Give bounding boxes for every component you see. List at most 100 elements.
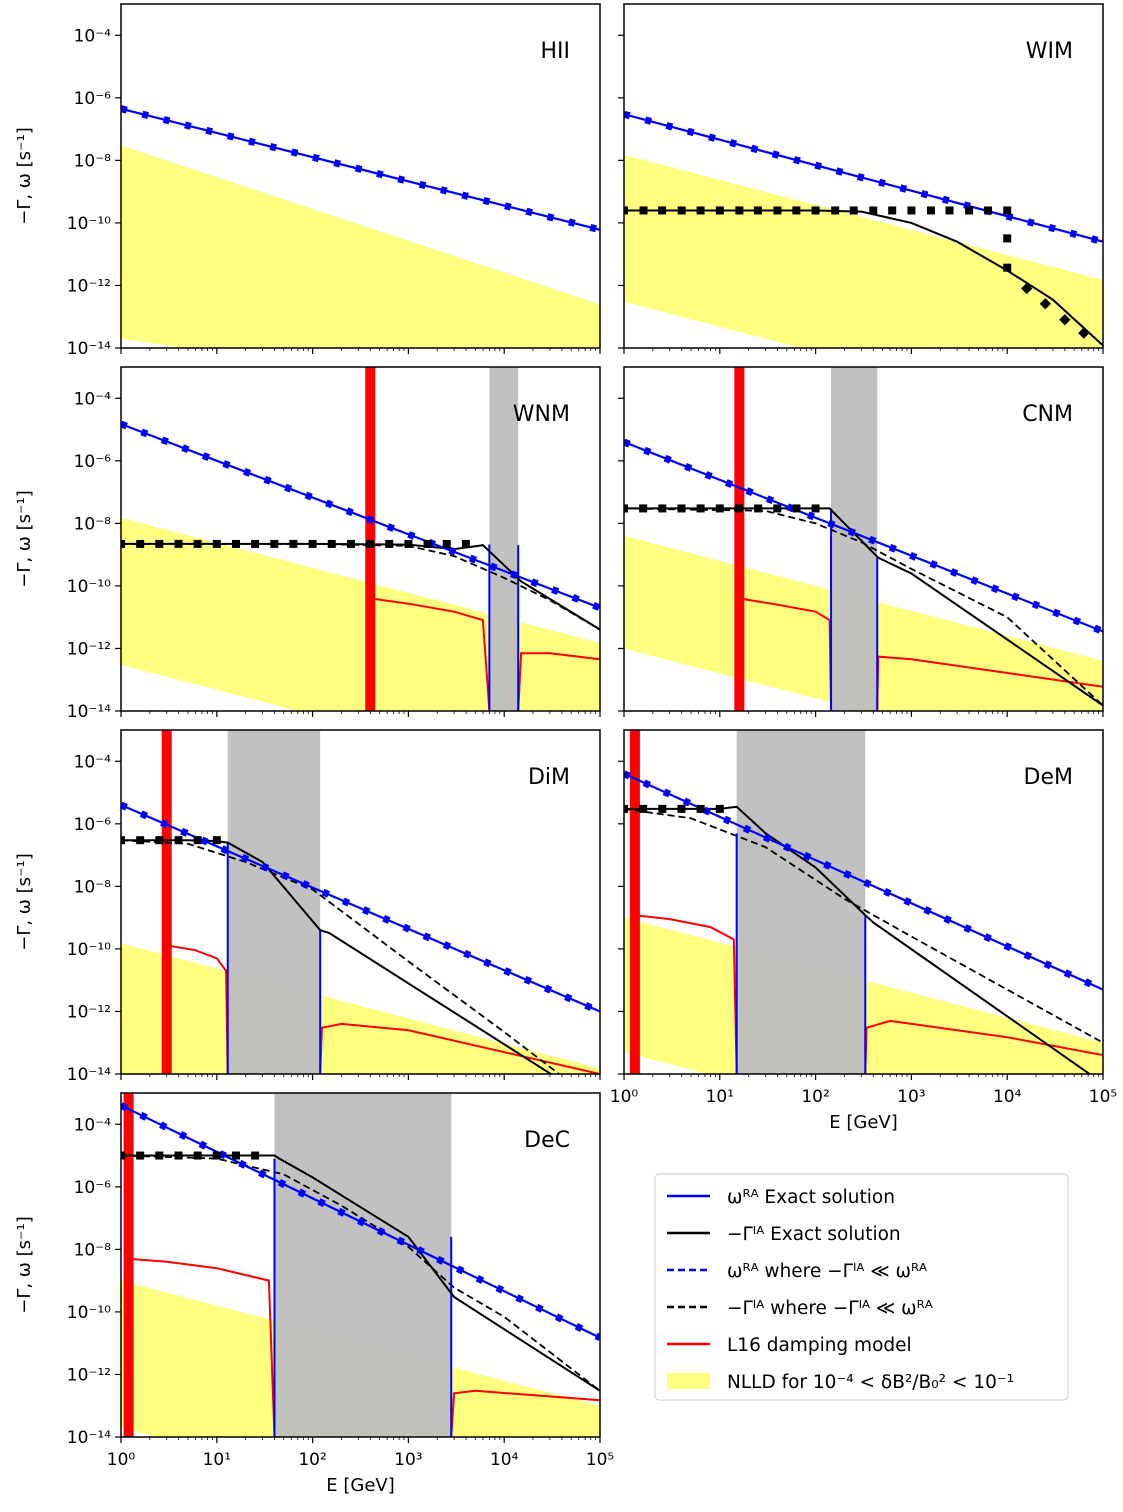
gamma-marker [754, 504, 763, 513]
gamma-marker [193, 836, 202, 845]
y-axis-label: −Γ, ω [s⁻¹] [14, 1216, 35, 1314]
x-tick-label: 10³ [897, 1087, 925, 1107]
gamma-marker [983, 206, 992, 215]
y-tick-label: 10⁻¹² [67, 276, 111, 296]
gamma-marker [366, 539, 375, 548]
gamma-marker [385, 539, 394, 548]
plot-area [121, 367, 600, 711]
panel-title: DeC [524, 1128, 570, 1153]
gamma-marker [174, 836, 183, 845]
panel-dem: 10⁰ 10¹ 10² 10³ 10⁴ 10⁵ E [GeV] DeM [610, 729, 1117, 1133]
y-axis-label: −Γ, ω [s⁻¹] [14, 127, 35, 225]
nlld-band [624, 154, 1103, 348]
panel-cnm: CNM [618, 366, 1104, 717]
y-tick-label: 10⁻¹² [67, 639, 111, 659]
gamma-marker [639, 504, 648, 513]
gamma-marker [926, 206, 935, 215]
gamma-marker [624, 504, 628, 513]
gamma-marker [696, 206, 705, 215]
gamma-marker [888, 206, 897, 215]
x-tick-label: 10⁵ [586, 1450, 614, 1470]
y-tick-label: 10⁻¹⁴ [67, 702, 111, 722]
y-axis-label: −Γ, ω [s⁻¹] [14, 853, 35, 951]
gamma-exact-line [624, 209, 1103, 347]
panel-frame [120, 3, 601, 349]
y-tick-label: 10⁻⁴ [74, 26, 112, 46]
gamma-marker [811, 206, 820, 215]
l16-line [450, 1389, 600, 1437]
gamma-marker [715, 206, 724, 215]
gamma-marker [231, 539, 240, 548]
y-tick-label: 10⁻⁴ [74, 752, 112, 772]
omega-approx-markers [121, 105, 600, 234]
y-tick-label: 10⁻¹⁰ [67, 214, 111, 234]
y-tick-label: 10⁻⁴ [74, 389, 112, 409]
omega-approx-markers [624, 110, 1103, 246]
plot-area [121, 105, 600, 348]
x-tick-label: 10⁰ [610, 1087, 639, 1107]
gamma-marker [696, 804, 705, 813]
gamma-marker [639, 804, 648, 813]
gamma-marker [831, 206, 840, 215]
l16-line [319, 1022, 600, 1074]
gamma-marker [346, 539, 355, 548]
plot-area [624, 367, 1103, 711]
legend-label: NLLD for 10⁻⁴ < δB²/B₀² < 10⁻¹ [727, 1372, 1014, 1393]
omega-approx-markers [121, 1102, 600, 1341]
y-tick-label: 10⁻¹⁰ [67, 577, 111, 597]
gamma-marker [404, 539, 413, 548]
gamma-marker [753, 206, 762, 215]
y-tick-label: 10⁻⁶ [74, 815, 112, 835]
gamma-marker [121, 539, 125, 548]
gamma-marker [1039, 298, 1051, 310]
panel-title: WNM [513, 402, 570, 427]
cutoff-bar [365, 367, 376, 711]
panel-title: CNM [1022, 402, 1073, 427]
panel-frame [120, 1092, 601, 1438]
gamma-marker [155, 836, 164, 845]
gamma-exact-line [121, 839, 553, 1074]
omega-exact-line [121, 422, 600, 609]
y-tick-label: 10⁻⁸ [74, 1240, 112, 1260]
gamma-marker [696, 504, 705, 513]
y-tick-label: 10⁻¹⁴ [67, 1428, 111, 1448]
x-tick-label: 10³ [394, 1450, 422, 1470]
y-tick-label: 10⁻¹² [67, 1002, 111, 1022]
l16-line [634, 914, 738, 1074]
gap-shade [736, 730, 866, 1074]
omega-exact-line [624, 440, 1103, 633]
gamma-marker [231, 1151, 240, 1160]
gamma-marker [461, 539, 470, 548]
cutoff-bar [734, 367, 745, 711]
y-tick-label: 10⁻¹⁴ [67, 1065, 111, 1085]
gamma-marker [639, 206, 648, 215]
x-tick-label: 10¹ [706, 1087, 734, 1107]
gamma-marker [1003, 206, 1012, 215]
gamma-marker [965, 206, 974, 215]
gamma-marker [193, 539, 202, 548]
gamma-marker [945, 206, 954, 215]
gamma-marker [193, 1151, 202, 1160]
plot-area [121, 1093, 600, 1437]
gamma-marker [442, 539, 451, 548]
x-tick-label: 10⁴ [993, 1087, 1022, 1107]
y-tick-label: 10⁻⁶ [74, 89, 112, 109]
x-tick-label: 10² [298, 1450, 326, 1470]
panel-frame [623, 729, 1104, 1075]
gamma-marker [212, 539, 221, 548]
legend-label: −Γᴵᴬ Exact solution [727, 1224, 901, 1245]
gamma-marker [174, 1151, 183, 1160]
gamma-approx-line [121, 1154, 600, 1392]
gamma-marker [136, 836, 145, 845]
gamma-marker [624, 804, 628, 813]
gamma-marker [677, 804, 686, 813]
gamma-marker [658, 804, 667, 813]
gamma-marker [155, 1151, 164, 1160]
x-axis-label: E [GeV] [829, 1112, 897, 1133]
x-axis-label: E [GeV] [326, 1475, 394, 1496]
gamma-marker [715, 804, 724, 813]
panel-title: DeM [1024, 765, 1073, 790]
gamma-marker [624, 206, 628, 215]
gamma-marker [327, 539, 336, 548]
